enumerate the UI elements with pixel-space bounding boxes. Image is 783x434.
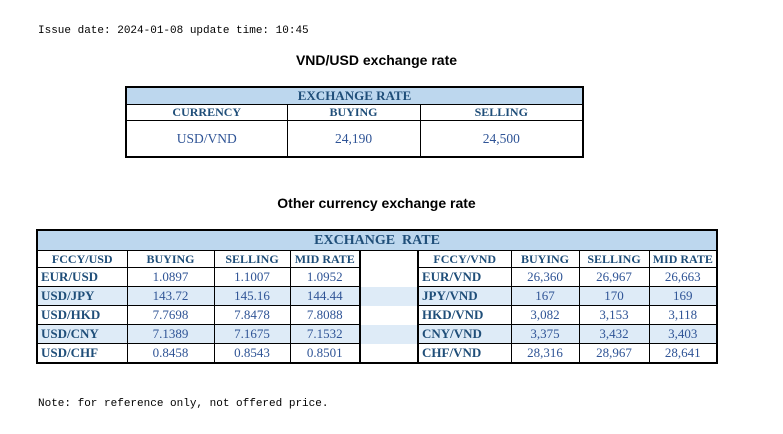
selling-rate: 3,153 [578, 305, 650, 325]
table-row: USD/CNY 7.1389 7.1675 7.1532 CNY/VND 3,3… [36, 324, 718, 344]
usd-table-title: VND/USD exchange rate [295, 52, 458, 68]
mid-rate: 144.44 [289, 286, 361, 306]
currency-pair: USD/JPY [36, 286, 128, 306]
currency-pair: CNY/VND [417, 324, 512, 344]
table-header-row: EXCHANGE RATE [125, 86, 584, 105]
col-selling: SELLING [578, 250, 650, 268]
table-row: USD/CHF 0.8458 0.8543 0.8501 CHF/VND 28,… [36, 343, 718, 364]
col-buying: BUYING [286, 104, 421, 121]
buying-rate: 24,190 [286, 120, 421, 158]
col-buying: BUYING [510, 250, 580, 268]
exchange-rate-banner: EXCHANGE RATE [36, 229, 718, 251]
spacer-column [359, 250, 419, 268]
mid-rate: 28,641 [648, 343, 718, 364]
table-row: USD/JPY 143.72 145.16 144.44 JPY/VND 167… [36, 286, 718, 306]
currency-pair: JPY/VND [417, 286, 512, 306]
selling-rate: 1.1007 [213, 267, 291, 287]
mid-rate: 3,403 [648, 324, 718, 344]
mid-rate: 7.8088 [289, 305, 361, 325]
col-buying: BUYING [126, 250, 215, 268]
selling-rate: 3,432 [578, 324, 650, 344]
mid-rate: 0.8501 [289, 343, 361, 364]
spacer-column [359, 267, 419, 287]
selling-rate: 170 [578, 286, 650, 306]
mid-rate: 3,118 [648, 305, 718, 325]
spacer-column [359, 343, 419, 363]
buying-rate: 28,316 [510, 343, 580, 364]
other-currency-rate-table: EXCHANGE RATE FCCY/USD BUYING SELLING MI… [36, 229, 719, 364]
other-table-title: Other currency exchange rate [277, 195, 476, 211]
table-row: USD/VND 24,190 24,500 [125, 120, 584, 158]
currency-pair: EUR/USD [36, 267, 128, 287]
selling-rate: 28,967 [578, 343, 650, 364]
col-currency: CURRENCY [125, 104, 288, 121]
selling-rate: 0.8543 [213, 343, 291, 364]
currency-pair: CHF/VND [417, 343, 512, 364]
buying-rate: 26,360 [510, 267, 580, 287]
mid-rate: 169 [648, 286, 718, 306]
mid-rate: 1.0952 [289, 267, 361, 287]
col-mid-rate: MID RATE [289, 250, 361, 268]
mid-rate: 7.1532 [289, 324, 361, 344]
col-selling: SELLING [419, 104, 584, 121]
table-row: USD/HKD 7.7698 7.8478 7.8088 HKD/VND 3,0… [36, 305, 718, 325]
buying-rate: 3,082 [510, 305, 580, 325]
buying-rate: 0.8458 [126, 343, 215, 364]
exchange-rate-banner: EXCHANGE RATE [125, 86, 584, 105]
issue-date-line: Issue date: 2024-01-08 update time: 10:4… [38, 25, 309, 37]
col-mid-rate: MID RATE [648, 250, 718, 268]
selling-rate: 26,967 [578, 267, 650, 287]
buying-rate: 1.0897 [126, 267, 215, 287]
selling-rate: 7.1675 [213, 324, 291, 344]
buying-rate: 167 [510, 286, 580, 306]
spacer-column [359, 305, 419, 325]
selling-rate: 24,500 [419, 120, 584, 158]
buying-rate: 3,375 [510, 324, 580, 344]
col-selling: SELLING [213, 250, 291, 268]
usd-vnd-rate-table: EXCHANGE RATE CURRENCY BUYING SELLING US… [125, 86, 585, 158]
currency-pair: USD/CNY [36, 324, 128, 344]
selling-rate: 145.16 [213, 286, 291, 306]
table-header-row: EXCHANGE RATE [36, 229, 718, 251]
column-header-row: FCCY/USD BUYING SELLING MID RATE FCCY/VN… [36, 250, 718, 268]
currency-pair: USD/HKD [36, 305, 128, 325]
note-line: Note: for reference only, not offered pr… [38, 398, 329, 410]
spacer-column [359, 324, 419, 344]
buying-rate: 143.72 [126, 286, 215, 306]
table-row: EUR/USD 1.0897 1.1007 1.0952 EUR/VND 26,… [36, 267, 718, 287]
buying-rate: 7.1389 [126, 324, 215, 344]
currency-pair: USD/VND [125, 120, 288, 158]
col-fccy-usd: FCCY/USD [36, 250, 128, 268]
mid-rate: 26,663 [648, 267, 718, 287]
column-header-row: CURRENCY BUYING SELLING [125, 104, 584, 121]
buying-rate: 7.7698 [126, 305, 215, 325]
col-fccy-vnd: FCCY/VND [417, 250, 512, 268]
spacer-column [359, 286, 419, 306]
selling-rate: 7.8478 [213, 305, 291, 325]
currency-pair: USD/CHF [36, 343, 128, 364]
currency-pair: HKD/VND [417, 305, 512, 325]
currency-pair: EUR/VND [417, 267, 512, 287]
